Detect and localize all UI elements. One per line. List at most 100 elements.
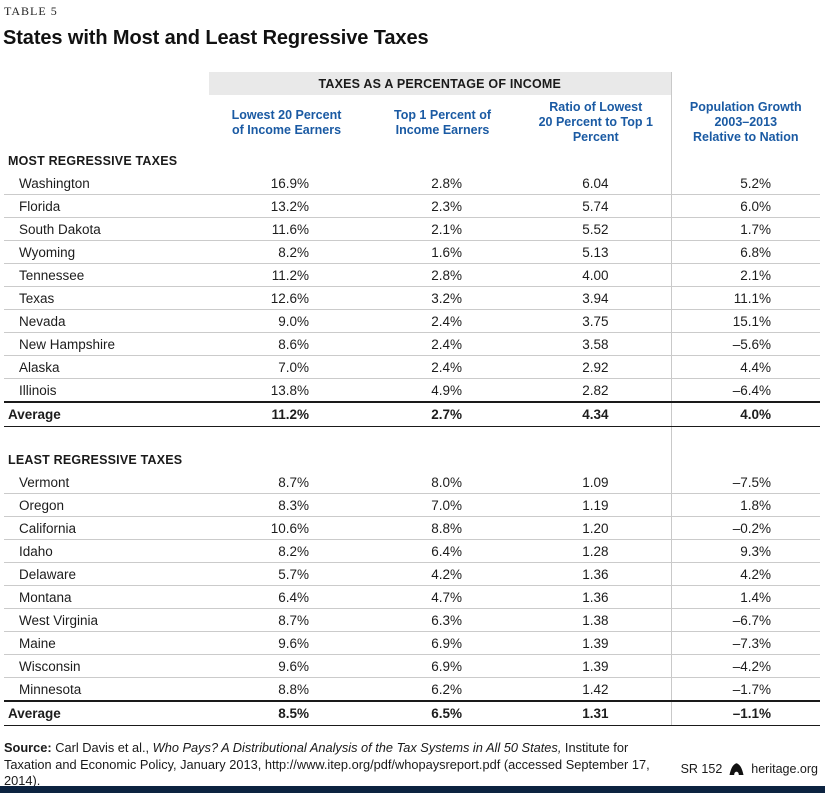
row-cell-ratio: 1.28 (521, 539, 672, 563)
row-cell-top1: 4.7% (364, 585, 521, 609)
row-state-name: Vermont (4, 471, 209, 494)
row-cell-ratio: 1.36 (521, 562, 672, 586)
average-cell-top1: 6.5% (364, 700, 521, 726)
row-cell-top1: 6.4% (364, 539, 521, 563)
section-title: MOST REGRESSIVE TAXES (8, 154, 178, 168)
column-header-ratio: Ratio of Lowest 20 Percent to Top 1 Perc… (538, 100, 653, 144)
row-cell-popgrowth: –0.2% (670, 516, 821, 540)
row-cell-lowest20: 16.9% (209, 172, 364, 195)
row-cell-top1: 2.4% (364, 309, 521, 333)
row-cell-popgrowth: 9.3% (670, 539, 821, 563)
row-cell-top1: 2.8% (364, 172, 521, 195)
column-header-row: Lowest 20 Percent of Income Earners Top … (4, 95, 821, 150)
row-state-name: Tennessee (4, 263, 209, 287)
table-row: California 10.6% 8.8% 1.20 –0.2% (4, 516, 821, 540)
table-row: Nevada 9.0% 2.4% 3.75 15.1% (4, 309, 821, 333)
row-cell-ratio: 6.04 (521, 172, 672, 195)
section-title: LEAST REGRESSIVE TAXES (8, 453, 183, 467)
row-cell-ratio: 1.38 (521, 608, 672, 632)
row-state-name: Wyoming (4, 240, 209, 264)
average-cell-popgrowth: –1.1% (670, 700, 821, 726)
row-cell-lowest20: 8.3% (209, 493, 364, 517)
row-cell-lowest20: 10.6% (209, 516, 364, 540)
row-state-name: Washington (4, 172, 209, 195)
row-cell-lowest20: 8.7% (209, 608, 364, 632)
column-header-popgrowth: Population Growth 2003–2013 Relative to … (670, 95, 821, 150)
row-state-name: South Dakota (4, 217, 209, 241)
footer-right: SR 152 heritage.org (681, 762, 818, 776)
section-header-spacer (670, 449, 821, 471)
row-cell-lowest20: 8.2% (209, 539, 364, 563)
row-cell-lowest20: 8.7% (209, 471, 364, 494)
row-cell-popgrowth: 4.2% (670, 562, 821, 586)
row-state-name: Florida (4, 194, 209, 218)
section-header-row: LEAST REGRESSIVE TAXES (4, 449, 821, 471)
table-row: Alaska 7.0% 2.4% 2.92 4.4% (4, 355, 821, 379)
row-state-name: Delaware (4, 562, 209, 586)
average-row: Average 8.5% 6.5% 1.31 –1.1% (4, 700, 821, 726)
row-cell-popgrowth: –5.6% (670, 332, 821, 356)
table-row: Montana 6.4% 4.7% 1.36 1.4% (4, 585, 821, 609)
row-cell-ratio: 1.19 (521, 493, 672, 517)
row-cell-ratio: 5.74 (521, 194, 672, 218)
row-cell-ratio: 4.00 (521, 263, 672, 287)
section-gap-row (4, 426, 821, 449)
row-cell-ratio: 3.75 (521, 309, 672, 333)
table-row: South Dakota 11.6% 2.1% 5.52 1.7% (4, 217, 821, 241)
column-header-top1: Top 1 Percent of Income Earners (393, 107, 491, 137)
row-state-name: Minnesota (4, 677, 209, 702)
source-title-italic: Who Pays? A Distributional Analysis of t… (152, 740, 562, 755)
row-cell-top1: 4.2% (364, 562, 521, 586)
row-cell-top1: 2.4% (364, 332, 521, 356)
row-cell-lowest20: 9.6% (209, 631, 364, 655)
row-cell-ratio: 1.39 (521, 654, 672, 678)
column-header-lowest20: Lowest 20 Percent of Income Earners (231, 107, 342, 137)
average-cell-ratio: 4.34 (521, 401, 672, 427)
table-row: Wyoming 8.2% 1.6% 5.13 6.8% (4, 240, 821, 264)
row-cell-popgrowth: 1.8% (670, 493, 821, 517)
table-label: TABLE 5 (4, 4, 58, 18)
row-state-name: Maine (4, 631, 209, 655)
row-cell-lowest20: 12.6% (209, 286, 364, 310)
row-cell-popgrowth: –6.7% (670, 608, 821, 632)
table-row: Washington 16.9% 2.8% 6.04 5.2% (4, 172, 821, 195)
row-cell-top1: 2.1% (364, 217, 521, 241)
heritage-torch-icon (729, 762, 744, 776)
row-cell-lowest20: 9.0% (209, 309, 364, 333)
row-cell-lowest20: 13.2% (209, 194, 364, 218)
average-cell-lowest20: 11.2% (209, 401, 364, 427)
row-cell-popgrowth: 2.1% (670, 263, 821, 287)
band-header: TAXES AS A PERCENTAGE OF INCOME (209, 72, 672, 95)
row-state-name: Texas (4, 286, 209, 310)
row-cell-top1: 6.3% (364, 608, 521, 632)
row-cell-ratio: 3.94 (521, 286, 672, 310)
row-cell-lowest20: 9.6% (209, 654, 364, 678)
row-cell-top1: 2.3% (364, 194, 521, 218)
row-state-name: Alaska (4, 355, 209, 379)
table-row: New Hampshire 8.6% 2.4% 3.58 –5.6% (4, 332, 821, 356)
row-cell-top1: 6.9% (364, 654, 521, 678)
table-row: Delaware 5.7% 4.2% 1.36 4.2% (4, 562, 821, 586)
section-header-row: MOST REGRESSIVE TAXES (4, 150, 821, 172)
row-cell-top1: 3.2% (364, 286, 521, 310)
row-state-name: New Hampshire (4, 332, 209, 356)
row-cell-popgrowth: 4.4% (670, 355, 821, 379)
row-state-name: Oregon (4, 493, 209, 517)
band-row: TAXES AS A PERCENTAGE OF INCOME (4, 72, 821, 95)
tax-table: TAXES AS A PERCENTAGE OF INCOME Lowest 2… (4, 72, 821, 726)
row-cell-popgrowth: –7.3% (670, 631, 821, 655)
row-cell-popgrowth: 15.1% (670, 309, 821, 333)
table-row: Illinois 13.8% 4.9% 2.82 –6.4% (4, 378, 821, 403)
average-cell-popgrowth: 4.0% (670, 401, 821, 427)
average-state-name: Average (4, 700, 209, 726)
source-text-post: Institute for Taxation and Economic Poli… (4, 740, 650, 788)
table-row: West Virginia 8.7% 6.3% 1.38 –6.7% (4, 608, 821, 632)
row-cell-ratio: 1.39 (521, 631, 672, 655)
report-id: SR 152 (680, 762, 723, 776)
source-label: Source: (4, 740, 52, 755)
row-cell-ratio: 1.36 (521, 585, 672, 609)
bottom-bar (0, 786, 825, 793)
row-cell-top1: 6.2% (364, 677, 521, 702)
source-note: Source: Carl Davis et al., Who Pays? A D… (4, 740, 659, 790)
row-cell-lowest20: 11.6% (209, 217, 364, 241)
